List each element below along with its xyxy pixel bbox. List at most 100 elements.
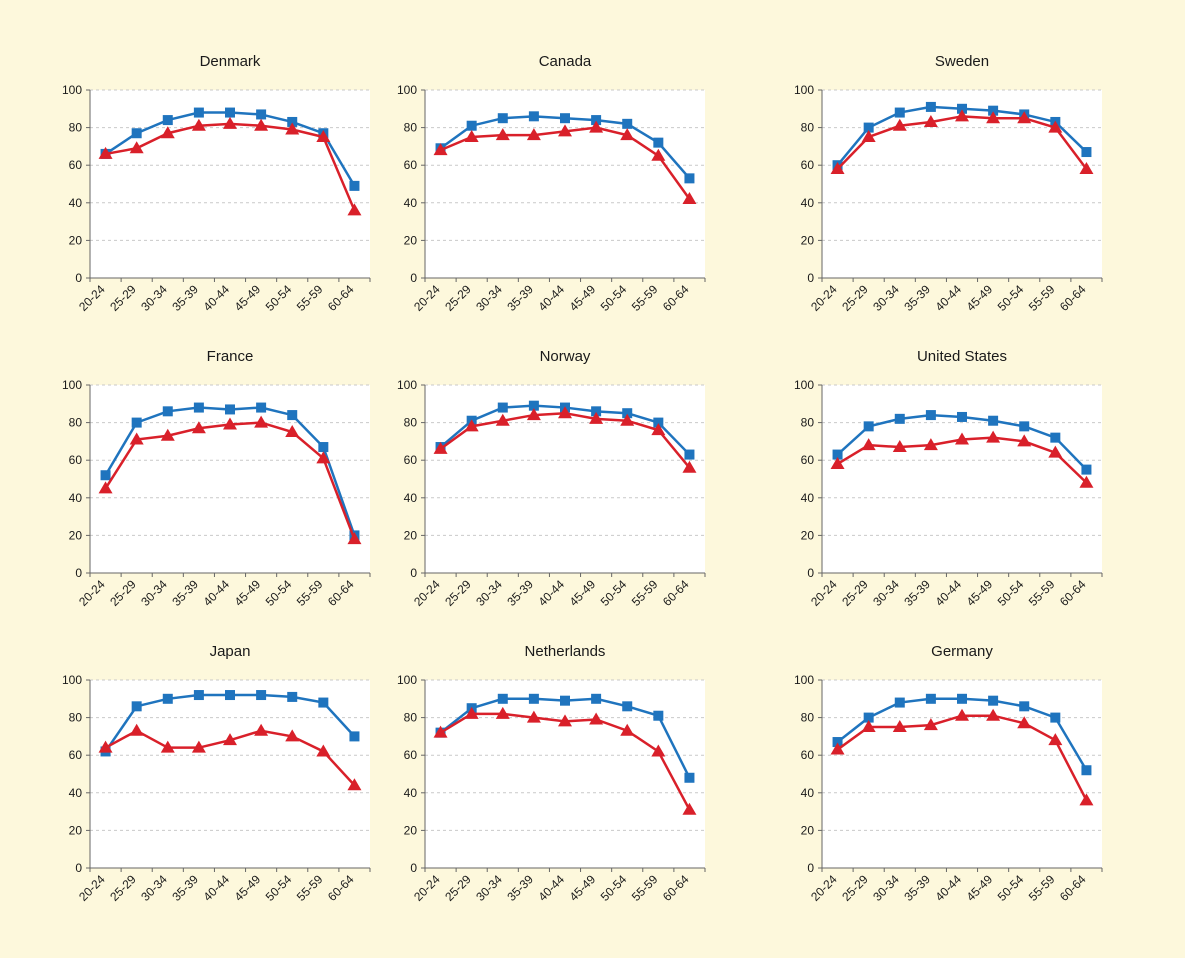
triangle-marker: [558, 124, 572, 137]
y-tick-label: 80: [404, 121, 418, 135]
x-tick-label: 20-24: [411, 282, 443, 314]
y-tick-label: 60: [801, 748, 815, 762]
x-tick-label: 55-59: [629, 872, 661, 904]
chart-netherlands: Netherlands 0 20 40 60 80 100 20-24 25-29 30-34 35…: [365, 630, 735, 930]
x-tick-label: 55-59: [1026, 282, 1058, 314]
x-tick-label: 40-44: [933, 282, 965, 314]
triangle-marker: [433, 725, 448, 738]
triangle-marker: [558, 406, 572, 419]
y-tick-label: 80: [69, 416, 83, 430]
x-tick-label: 30-34: [138, 282, 170, 314]
x-tick-label: 20-24: [411, 872, 443, 904]
x-tick-label: 40-44: [536, 872, 568, 904]
square-marker: [225, 107, 235, 118]
x-tick-label: 60-64: [1057, 577, 1089, 609]
y-tick-label: 60: [69, 158, 83, 172]
square-marker: [925, 101, 936, 112]
square-marker: [349, 180, 360, 191]
triangle-marker: [254, 118, 269, 131]
square-marker: [193, 107, 204, 118]
triangle-marker: [347, 532, 362, 545]
y-tick-label: 20: [801, 233, 815, 247]
x-tick-label: 40-44: [201, 282, 233, 314]
chart-title: Norway: [540, 348, 591, 365]
x-tick-label: 35-39: [169, 872, 201, 904]
triangle-marker: [682, 460, 697, 473]
y-tick-label: 60: [69, 453, 83, 467]
triangle-marker: [316, 130, 331, 142]
chart-title: United States: [917, 348, 1007, 365]
triangle-marker: [923, 718, 938, 731]
triangle-marker: [347, 778, 362, 791]
chart-title: Japan: [210, 643, 251, 660]
square-marker: [925, 410, 936, 421]
y-tick-label: 100: [62, 378, 82, 392]
chart-svg: United States 0 20 40 60 80 100 20-24 25-29 30-34…: [794, 348, 1103, 609]
triangle-marker: [1079, 475, 1094, 488]
triangle-marker: [285, 122, 300, 135]
x-tick-label: 20-24: [76, 577, 108, 609]
square-marker: [256, 402, 267, 413]
x-tick-label: 20-24: [76, 282, 108, 314]
square-marker: [894, 697, 905, 708]
x-tick-label: 25-29: [107, 577, 139, 609]
square-marker: [560, 695, 570, 706]
triangle-marker: [923, 114, 938, 127]
square-marker: [162, 115, 173, 126]
x-tick-label: 25-29: [839, 282, 871, 314]
x-tick-label: 40-44: [933, 872, 965, 904]
triangle-marker: [861, 130, 876, 142]
chart-title: Denmark: [200, 53, 261, 70]
square-marker: [193, 690, 204, 701]
square-marker: [349, 731, 360, 742]
square-marker: [287, 691, 298, 702]
x-tick-label: 40-44: [536, 282, 568, 314]
square-marker: [832, 449, 843, 460]
x-tick-label: 20-24: [411, 577, 443, 609]
chart-germany: Germany 0 20 40 60 80 100 20-24 25-29 30-34 35-39 4…: [762, 630, 1132, 930]
square-marker: [591, 693, 602, 704]
plot-area: [90, 385, 370, 573]
triangle-marker: [1017, 111, 1032, 124]
x-tick-label: 45-49: [964, 282, 996, 314]
triangle-marker: [191, 118, 206, 131]
triangle-marker: [98, 146, 113, 159]
square-marker: [225, 404, 235, 415]
x-tick-label: 50-54: [995, 872, 1027, 904]
square-marker: [1019, 701, 1030, 712]
y-tick-label: 20: [69, 528, 83, 542]
y-tick-label: 60: [404, 453, 418, 467]
square-marker: [653, 137, 664, 148]
x-tick-label: 50-54: [995, 577, 1027, 609]
chart-svg: France 0 20 40 60 80 100 20-24 25-29 30-34 35-39 40…: [62, 348, 371, 609]
square-marker: [131, 701, 142, 712]
triangle-marker: [986, 111, 1001, 124]
chart-title: Netherlands: [525, 643, 606, 660]
x-tick-label: 20-24: [808, 282, 840, 314]
y-tick-label: 40: [801, 491, 815, 505]
square-marker: [528, 111, 539, 122]
triangle-marker: [160, 428, 175, 441]
y-tick-label: 0: [410, 566, 417, 580]
triangle-marker: [986, 708, 1001, 721]
square-marker: [318, 697, 329, 708]
plot-area: [822, 680, 1102, 868]
y-tick-label: 20: [69, 823, 83, 837]
y-tick-label: 40: [69, 196, 83, 210]
x-tick-label: 45-49: [567, 282, 599, 314]
y-tick-label: 80: [801, 121, 815, 135]
x-tick-label: 40-44: [201, 577, 233, 609]
y-tick-label: 20: [404, 528, 418, 542]
x-tick-label: 45-49: [232, 872, 264, 904]
chart-svg: Netherlands 0 20 40 60 80 100 20-24 25-29 30-34 35…: [397, 643, 706, 904]
triangle-marker: [495, 128, 510, 141]
plot-area: [90, 680, 370, 868]
chart-japan: Japan 0 20 40 60 80 100 20-24 25-29 30-34 35-39 40-…: [30, 630, 400, 930]
triangle-marker: [347, 203, 362, 216]
square-marker: [100, 470, 111, 481]
chart-svg: Japan 0 20 40 60 80 100 20-24 25-29 30-34 35-39 40-…: [62, 643, 371, 904]
square-marker: [957, 693, 967, 704]
y-tick-label: 0: [75, 271, 82, 285]
triangle-marker: [526, 408, 541, 421]
